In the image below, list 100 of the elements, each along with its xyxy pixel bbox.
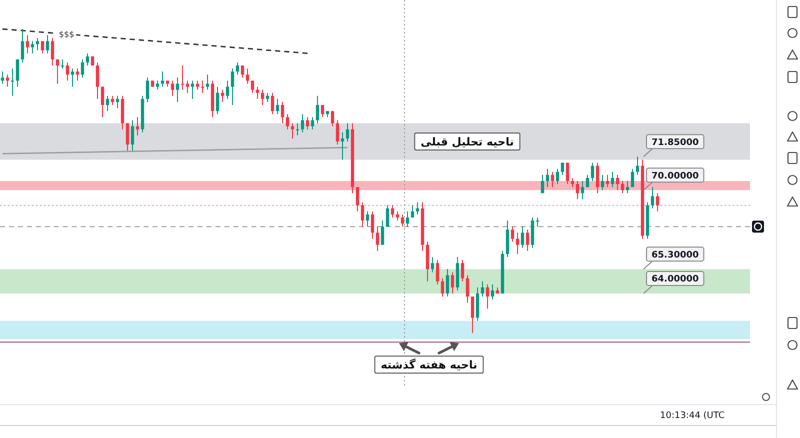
candlestick: [156, 80, 160, 90]
candlestick: [310, 116, 314, 130]
candlestick: [110, 95, 114, 106]
candlestick: [86, 52, 90, 66]
annotation: 70.00000: [652, 171, 699, 182]
candlestick: [560, 162, 564, 176]
candlestick: [270, 92, 274, 115]
candlestick: [56, 58, 60, 84]
candlestick: [390, 204, 394, 218]
candlestick: [136, 116, 140, 136]
candlestick: [276, 98, 280, 115]
candlestick: [16, 58, 20, 88]
candlestick: [10, 68, 14, 96]
series-label: $$$: [58, 30, 74, 40]
candlestick: [380, 220, 384, 246]
candlestick: [130, 120, 134, 152]
candlestick: [46, 34, 50, 54]
candlestick: [70, 68, 74, 88]
candlestick: [570, 177, 574, 188]
text: 10:13:44 (UTC: [660, 411, 725, 421]
candlestick: [240, 64, 244, 78]
candlestick: [536, 216, 540, 228]
candlestick: [336, 120, 340, 146]
candlestick: [590, 162, 594, 182]
candlestick: [466, 274, 470, 304]
candlestick: [566, 162, 570, 185]
candlestick: [286, 114, 290, 130]
candlestick: [430, 256, 434, 273]
candlestick: [280, 101, 284, 124]
candlestick: [26, 34, 30, 54]
candlestick: [650, 186, 654, 209]
annotation: 65.30000: [652, 250, 699, 260]
candlestick: [260, 89, 264, 106]
candlestick: [366, 210, 370, 228]
candlestick: [586, 174, 590, 188]
candlestick: [600, 174, 604, 191]
candlestick: [376, 226, 380, 252]
candlestick: [226, 80, 230, 100]
candlestick: [96, 62, 100, 100]
candlestick: [596, 162, 600, 194]
candlestick: [220, 89, 224, 102]
candlestick: [520, 226, 524, 248]
candlestick: [236, 62, 240, 76]
candlestick: [66, 62, 70, 82]
candlestick: [60, 58, 64, 70]
candlestick: [556, 168, 560, 185]
candlestick: [186, 80, 190, 94]
candlestick: [656, 192, 660, 212]
candlestick: [20, 28, 24, 63]
candlestick: [486, 284, 490, 310]
candlestick: [510, 226, 514, 242]
candlestick: [250, 80, 254, 94]
candlestick: [410, 204, 414, 218]
candlestick: [370, 210, 374, 240]
candlestick: [480, 280, 484, 298]
candlestick: [216, 86, 220, 115]
candlestick: [470, 296, 474, 334]
candlestick: [576, 180, 580, 200]
candlestick: [490, 284, 494, 300]
candlestick: [300, 114, 304, 133]
annotation: 71.85000: [652, 138, 699, 148]
candlestick: [126, 122, 130, 152]
candlestick: [290, 122, 294, 139]
candlestick: [246, 68, 250, 84]
band-label: ناحیه هفته گذشته: [380, 358, 478, 372]
candlestick: [230, 68, 234, 106]
candlestick: [36, 38, 40, 51]
candlestick: [460, 260, 464, 282]
candlestick: [176, 77, 180, 102]
candlestick: [416, 202, 420, 215]
candlestick: [80, 58, 84, 78]
candlestick: [256, 86, 260, 100]
candlestick: [636, 156, 640, 176]
candlestick: [306, 116, 310, 130]
band-label: ناحیه تحلیل قبلی: [420, 135, 514, 148]
candlestick: [100, 86, 104, 118]
candlestick: [386, 204, 390, 228]
candlestick: [626, 180, 630, 194]
candlestick: [616, 174, 620, 191]
candlestick: [516, 232, 520, 254]
candlestick: [580, 180, 584, 200]
candlestick: [30, 40, 34, 54]
candlestick: [406, 210, 410, 228]
candlestick: [606, 174, 610, 188]
candlestick: [106, 95, 110, 112]
candlestick: [446, 268, 450, 298]
candlestick: [170, 80, 174, 96]
candlestick: [396, 210, 400, 222]
candlestick: [116, 95, 120, 109]
candlestick: [0, 71, 4, 84]
candlestick: [180, 64, 184, 90]
candlestick: [40, 40, 44, 54]
candlestick: [320, 104, 324, 118]
candlestick: [450, 272, 454, 294]
annotation: 64.00000: [652, 274, 699, 285]
candlestick: [610, 171, 614, 188]
candlestick: [630, 168, 634, 188]
candlestick: [190, 80, 194, 100]
candlestick: [146, 77, 150, 102]
candlestick: [620, 180, 624, 194]
